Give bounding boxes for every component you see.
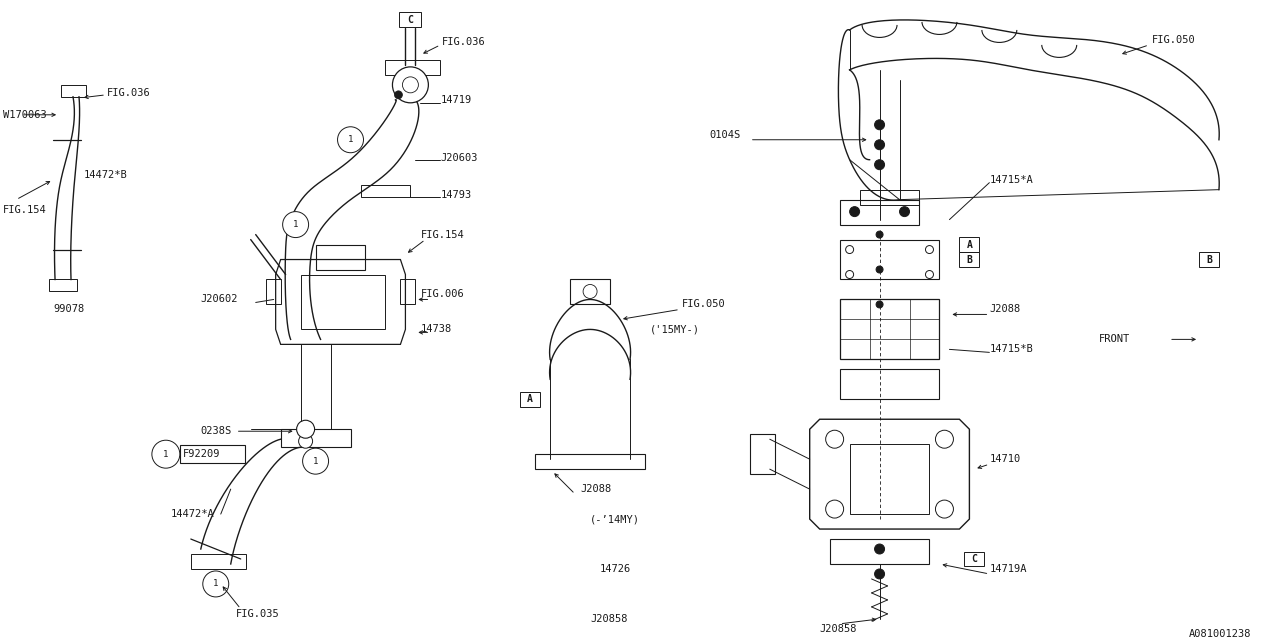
Text: 14726: 14726	[600, 564, 631, 574]
Text: 14793: 14793	[440, 189, 471, 200]
Bar	[860, 189, 919, 205]
Text: FIG.036: FIG.036	[443, 37, 486, 47]
Text: FIG.154: FIG.154	[3, 205, 47, 214]
Text: J20602: J20602	[201, 294, 238, 305]
Text: FIG.035: FIG.035	[236, 609, 279, 619]
Circle shape	[874, 120, 884, 130]
Bar	[191, 554, 246, 569]
Circle shape	[874, 544, 884, 554]
Bar	[520, 392, 540, 407]
Bar	[750, 434, 774, 474]
Circle shape	[298, 434, 312, 448]
Text: (-’14MY): (-’14MY)	[590, 514, 640, 524]
Text: A081001238: A081001238	[1189, 629, 1252, 639]
Bar	[316, 244, 366, 269]
Circle shape	[584, 285, 596, 298]
Circle shape	[876, 231, 883, 238]
Circle shape	[874, 160, 884, 170]
Circle shape	[876, 301, 883, 308]
Text: W170063: W170063	[3, 110, 47, 120]
Text: B: B	[1206, 255, 1212, 264]
Bar	[385, 60, 440, 75]
Circle shape	[302, 448, 329, 474]
Bar	[49, 280, 77, 291]
Bar	[960, 237, 979, 252]
Circle shape	[297, 420, 315, 438]
Text: 1: 1	[163, 450, 169, 459]
Text: 0238S: 0238S	[201, 426, 232, 436]
Text: 1: 1	[312, 457, 319, 466]
Text: 14715*B: 14715*B	[989, 344, 1033, 355]
Bar	[840, 300, 940, 359]
Text: 1: 1	[212, 579, 219, 588]
Circle shape	[876, 266, 883, 273]
Bar	[280, 429, 351, 447]
Text: FIG.050: FIG.050	[1152, 35, 1196, 45]
Text: ('15MY-): ('15MY-)	[650, 324, 700, 335]
Bar	[401, 280, 416, 305]
Text: FIG.006: FIG.006	[420, 289, 465, 300]
Text: FRONT: FRONT	[1100, 334, 1130, 344]
Circle shape	[874, 569, 884, 579]
Circle shape	[900, 207, 910, 216]
Bar	[1199, 252, 1219, 267]
Bar	[850, 444, 929, 514]
Text: 1: 1	[293, 220, 298, 229]
Bar	[840, 239, 940, 280]
Bar	[829, 539, 929, 564]
Text: C: C	[407, 15, 413, 25]
Text: FIG.036: FIG.036	[108, 88, 151, 98]
Text: F92209: F92209	[183, 449, 220, 459]
Circle shape	[394, 91, 402, 99]
Circle shape	[850, 207, 860, 216]
Text: FIG.050: FIG.050	[682, 300, 726, 310]
Bar	[960, 252, 979, 267]
Text: 99078: 99078	[52, 305, 84, 314]
Text: 14710: 14710	[989, 454, 1020, 464]
Text: J20858: J20858	[590, 614, 627, 624]
Text: B: B	[966, 255, 973, 264]
Text: 14719: 14719	[440, 95, 471, 105]
Text: 14472*B: 14472*B	[84, 170, 128, 180]
Text: 14472*A: 14472*A	[170, 509, 215, 519]
Circle shape	[402, 77, 419, 93]
Text: J20603: J20603	[440, 153, 477, 163]
Bar	[570, 280, 611, 305]
Bar	[535, 454, 645, 469]
Text: J2088: J2088	[580, 484, 612, 494]
Text: 14715*A: 14715*A	[989, 175, 1033, 185]
Bar	[179, 445, 244, 463]
Bar	[840, 369, 940, 399]
Bar	[61, 85, 86, 97]
Text: J2088: J2088	[989, 305, 1020, 314]
Bar	[964, 552, 984, 566]
Bar	[361, 185, 411, 196]
Circle shape	[152, 440, 179, 468]
Circle shape	[283, 212, 308, 237]
Text: FIG.154: FIG.154	[420, 230, 465, 239]
Bar	[840, 200, 919, 225]
Text: A: A	[527, 394, 534, 404]
Text: J20858: J20858	[819, 624, 858, 634]
Text: A: A	[966, 239, 973, 250]
Bar	[301, 275, 385, 330]
Bar	[266, 280, 280, 305]
Circle shape	[202, 571, 229, 597]
Circle shape	[338, 127, 364, 153]
Text: 1: 1	[348, 135, 353, 144]
Text: 14738: 14738	[420, 324, 452, 335]
Text: C: C	[972, 554, 978, 564]
Text: 0104S: 0104S	[710, 130, 741, 140]
Circle shape	[393, 67, 429, 103]
Circle shape	[874, 140, 884, 150]
Bar	[399, 12, 421, 28]
Text: 14719A: 14719A	[989, 564, 1027, 574]
